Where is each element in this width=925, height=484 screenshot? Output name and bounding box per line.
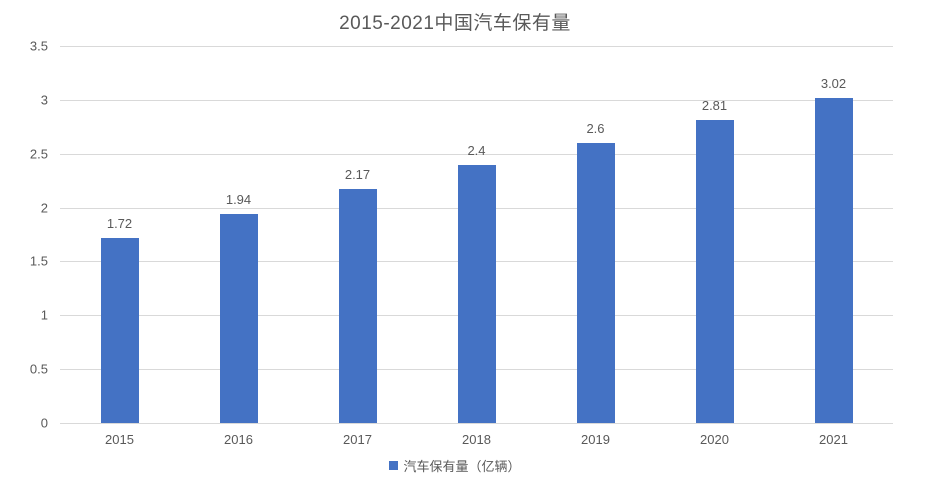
y-tick-label: 1.5 bbox=[29, 253, 48, 269]
y-tick-label: 3 bbox=[40, 92, 48, 108]
x-axis-label: 2020 bbox=[700, 432, 729, 447]
bar bbox=[814, 97, 853, 423]
value-label: 2.17 bbox=[344, 167, 371, 183]
bar bbox=[457, 164, 496, 423]
bar bbox=[576, 142, 615, 423]
y-tick-label: 2.5 bbox=[29, 146, 48, 162]
y-axis: 0 0.5 1 1.5 2 2.5 3 3.5 bbox=[0, 39, 48, 431]
bar bbox=[695, 120, 734, 423]
bar-column: 2.81 2020 bbox=[655, 46, 774, 447]
y-tick-label: 0.5 bbox=[29, 361, 48, 377]
x-axis-label: 2017 bbox=[343, 432, 372, 447]
bar-column: 2.4 2018 bbox=[417, 46, 536, 447]
bar-column: 2.17 2017 bbox=[298, 46, 417, 447]
value-label: 1.94 bbox=[225, 192, 252, 208]
x-axis-label: 2019 bbox=[581, 432, 610, 447]
value-label: 2.6 bbox=[586, 120, 605, 136]
value-label: 1.72 bbox=[106, 215, 133, 231]
x-axis-label: 2018 bbox=[462, 432, 491, 447]
chart-title: 2015-2021中国汽车保有量 bbox=[339, 13, 571, 34]
y-tick-label: 2 bbox=[40, 200, 48, 216]
legend-square-icon bbox=[389, 461, 399, 470]
y-tick-label: 3.5 bbox=[29, 38, 48, 54]
gridline bbox=[60, 423, 893, 424]
legend-label: 汽车保有量（亿辆） bbox=[403, 459, 521, 474]
plot-area: 1.72 2015 1.94 2016 2.17 2017 2.4 2018 2.6 2019 2.… bbox=[60, 46, 893, 447]
y-tick-label: 0 bbox=[40, 415, 48, 431]
x-axis-label: 2016 bbox=[224, 432, 253, 447]
x-axis-label: 2021 bbox=[819, 432, 848, 447]
bar-column: 2.6 2019 bbox=[536, 46, 655, 447]
gridline bbox=[60, 99, 893, 101]
bar-column: 1.72 2015 bbox=[60, 46, 179, 447]
bar-column: 3.02 2021 bbox=[774, 46, 893, 447]
x-axis-label: 2015 bbox=[105, 432, 134, 447]
bar bbox=[100, 237, 139, 423]
value-label: 2.4 bbox=[467, 142, 486, 158]
y-tick-label: 1 bbox=[40, 307, 48, 323]
value-label: 3.02 bbox=[820, 75, 847, 91]
legend: 汽车保有量（亿辆） bbox=[0, 456, 910, 475]
value-label: 2.81 bbox=[701, 98, 728, 114]
bar bbox=[338, 189, 377, 423]
gridline bbox=[60, 153, 893, 155]
bar-column: 1.94 2016 bbox=[179, 46, 298, 447]
gridline bbox=[60, 46, 893, 47]
bar bbox=[219, 214, 258, 423]
